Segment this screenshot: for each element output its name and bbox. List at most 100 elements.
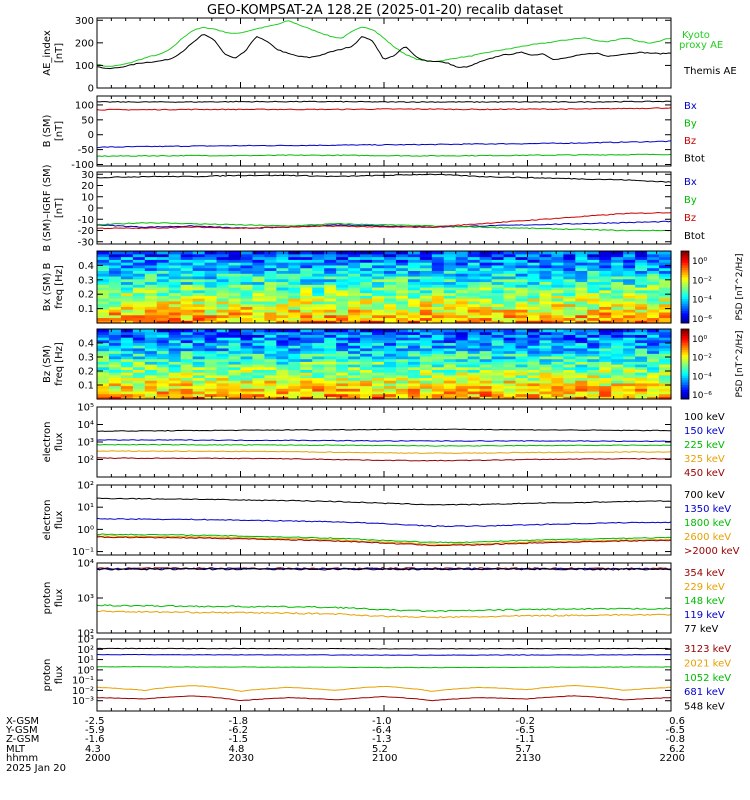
y-tick-label: 10 — [81, 192, 94, 203]
heatmap-cell — [216, 306, 230, 310]
heatmap-cell — [635, 295, 648, 299]
y-axis-label: proton — [42, 659, 53, 692]
heatmap-cell — [587, 314, 600, 319]
heatmap-cell — [623, 317, 636, 321]
heatmap-cell — [539, 259, 553, 263]
heatmap-cell — [407, 331, 421, 335]
heatmap-cell — [288, 267, 301, 271]
heatmap-cell — [240, 337, 254, 341]
colorbar-segment — [681, 347, 689, 351]
heatmap-cell — [563, 295, 576, 299]
heatmap-cell — [204, 256, 218, 260]
heatmap-cell — [407, 287, 421, 291]
heatmap-cell — [515, 347, 529, 352]
heatmap-cell — [455, 273, 469, 277]
heatmap-cell — [108, 353, 122, 357]
heatmap-cell — [419, 311, 433, 316]
heatmap-cell — [276, 334, 289, 338]
heatmap-cell — [563, 388, 576, 392]
heatmap-cell — [324, 361, 337, 365]
y-tick-label: 10⁻¹ — [72, 547, 94, 558]
heatmap-cell — [312, 256, 325, 260]
heatmap-cell — [348, 278, 361, 283]
heatmap-cell — [611, 303, 624, 307]
heatmap-cell — [407, 345, 421, 349]
heatmap-cell — [515, 350, 529, 354]
heatmap-cell — [647, 306, 660, 310]
y-tick-label: -20 — [78, 226, 94, 237]
heatmap-cell — [539, 355, 553, 360]
heatmap-cell — [180, 278, 194, 283]
heatmap-cell — [503, 377, 517, 381]
heatmap-cell — [97, 278, 110, 283]
heatmap-cell — [360, 361, 373, 365]
heatmap-cell — [384, 278, 397, 283]
heatmap-cell — [120, 306, 134, 310]
heatmap-cell — [252, 382, 266, 387]
heatmap-cell — [216, 364, 230, 368]
heatmap-cell — [587, 393, 600, 397]
heatmap-cell — [360, 253, 373, 258]
heatmap-cell — [168, 374, 182, 379]
heatmap-cell — [491, 259, 505, 263]
heatmap-cell — [491, 275, 505, 280]
heatmap-cell — [240, 390, 254, 395]
colorbar-segment — [681, 387, 689, 391]
heatmap-cell — [108, 374, 122, 379]
y-tick-label: 10³ — [77, 635, 94, 646]
heatmap-cell — [479, 358, 493, 362]
heatmap-cell — [647, 275, 660, 280]
heatmap-cell — [156, 270, 170, 274]
heatmap-cell — [384, 339, 397, 344]
heatmap-cell — [467, 298, 481, 302]
heatmap-cell — [611, 331, 624, 335]
heatmap-cell — [407, 306, 421, 310]
heatmap-cell — [300, 342, 313, 346]
heatmap-cell — [635, 361, 648, 365]
heatmap-cell — [563, 275, 576, 280]
heatmap-cell — [108, 311, 122, 316]
y-axis-label: [nT] — [54, 121, 65, 141]
heatmap-cell — [144, 303, 158, 307]
heatmap-cell — [216, 275, 230, 280]
heatmap-cell — [587, 345, 600, 349]
x-axis-value-mlt: 5.2 — [372, 744, 388, 755]
heatmap-cell — [635, 385, 648, 389]
heatmap-cell — [527, 317, 541, 321]
heatmap-cell — [348, 300, 361, 305]
heatmap-cell — [527, 382, 541, 387]
heatmap-cell — [659, 270, 672, 274]
heatmap-cell — [168, 295, 182, 299]
y-axis-label: [nT] — [54, 43, 65, 63]
heatmap-cell — [192, 317, 206, 321]
heatmap-cell — [372, 393, 385, 397]
heatmap-cell — [312, 264, 325, 269]
heatmap-cell — [539, 377, 553, 381]
heatmap-cell — [407, 311, 421, 316]
heatmap-cell — [240, 306, 254, 310]
heatmap-cell — [384, 251, 397, 255]
heatmap-cell — [228, 278, 242, 283]
heatmap-cell — [515, 385, 529, 389]
heatmap-cell — [431, 331, 445, 335]
heatmap-cell — [336, 369, 349, 373]
heatmap-cell — [204, 364, 218, 368]
heatmap-cell — [108, 287, 122, 291]
heatmap-cell — [204, 331, 218, 335]
heatmap-cell — [192, 374, 206, 379]
heatmap-cell — [659, 331, 672, 335]
y-axis-label: flux — [54, 589, 65, 608]
heatmap-cell — [372, 358, 385, 362]
heatmap-cell — [204, 300, 218, 305]
heatmap-cell — [192, 281, 206, 285]
heatmap-cell — [192, 339, 206, 344]
heatmap-cell — [455, 337, 469, 341]
heatmap-cell — [276, 353, 289, 357]
heatmap-cell — [348, 292, 361, 296]
heatmap-cell — [108, 292, 122, 296]
heatmap-cell — [252, 292, 266, 296]
heatmap-cell — [443, 320, 457, 324]
heatmap-cell — [419, 300, 433, 305]
heatmap-cell — [264, 334, 277, 338]
heatmap-cell — [144, 358, 158, 362]
